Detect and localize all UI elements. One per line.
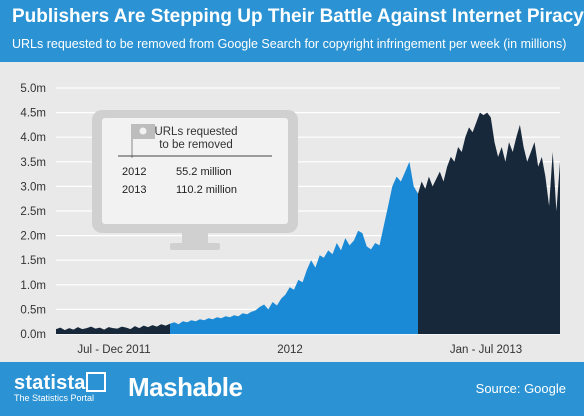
annotation-heading-line2: to be removed [159,139,233,151]
y-tick-label: 5.0m [20,83,46,95]
footer-banner: statista The Statistics Portal Mashable … [0,362,584,416]
y-tick-label: 4.0m [20,132,46,144]
series-area-2013 [418,112,560,334]
statista-logo[interactable]: statista The Statistics Portal [14,372,94,403]
y-tick-label: 2.0m [20,231,46,243]
area-chart: 0.0m 0.5m 1.0m 1.5m 2.0m 2.5m 3.0m 3.5m 4.0m 4.5m… [20,83,560,356]
y-tick-label: 1.5m [20,255,46,267]
x-label-2011: Jul - Dec 2011 [77,344,150,356]
y-tick-label: 0.5m [20,304,46,316]
plot-area: 0.0m 0.5m 1.0m 1.5m 2.0m 2.5m 3.0m 3.5m 4.0m 4.5m… [0,62,584,362]
annotation-value-2013: 110.2 million [176,184,237,196]
chart-title: Publishers Are Stepping Up Their Battle … [12,6,584,27]
header-banner: Publishers Are Stepping Up Their Battle … [0,0,584,62]
series-area-2011 [56,323,170,334]
series-area-2012 [170,161,418,334]
y-tick-label: 3.5m [20,157,46,169]
x-label-2013: Jan - Jul 2013 [450,344,522,356]
y-axis-ticks: 0.0m 0.5m 1.0m 1.5m 2.0m 2.5m 3.0m 3.5m 4.0m 4.5m… [20,83,46,341]
chart-subtitle: URLs requested to be removed from Google… [12,37,567,51]
annotation-year-2013: 2013 [122,184,146,196]
annotation-year-2012: 2012 [122,166,146,178]
monitor-screen [102,118,288,224]
monitor-base [170,243,220,250]
y-tick-label: 1.0m [20,280,46,292]
statista-wordmark: statista [14,372,86,394]
y-tick-label: 3.0m [20,181,46,193]
annotation-value-2012: 55.2 million [176,166,232,178]
source-label: Source: Google [475,381,566,396]
annotation-heading-line1: URLs requested [154,126,237,138]
monitor-neck [182,233,208,243]
y-tick-label: 2.5m [20,206,46,218]
pirate-flag-icon [131,124,155,158]
y-tick-label: 0.0m [20,329,46,341]
series-areas [56,112,560,334]
statista-mark-icon [86,372,106,392]
statista-tagline: The Statistics Portal [14,393,95,403]
mashable-logo[interactable]: Mashable [128,372,243,402]
x-label-2012: 2012 [277,344,303,356]
y-tick-label: 4.5m [20,108,46,120]
monitor-graphic: URLs requested to be removed 2012 55.2 m… [92,110,298,250]
